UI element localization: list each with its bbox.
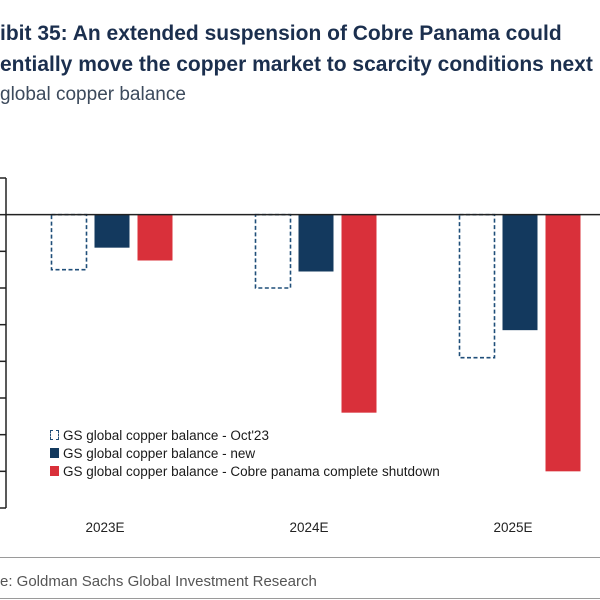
x-tick-label: 2024E xyxy=(289,520,328,535)
legend-label: GS global copper balance - new xyxy=(63,445,256,461)
bar-2024E-series-2 xyxy=(298,214,334,272)
x-tick-label: 2025E xyxy=(493,520,532,535)
legend-swatch xyxy=(50,430,59,440)
title-line-2: entially move the copper market to scarc… xyxy=(0,53,593,76)
bar-2023E-series-3 xyxy=(137,214,173,261)
source-divider-bottom xyxy=(0,598,600,599)
legend-swatch xyxy=(50,466,59,476)
bar-2025E-series-3 xyxy=(545,214,581,472)
chart-title: ibit 35: An extended suspension of Cobre… xyxy=(0,18,600,80)
bar-2025E-series-2 xyxy=(502,214,538,331)
title-line-1: ibit 35: An extended suspension of Cobre… xyxy=(0,22,562,45)
source-note: e: Goldman Sachs Global Investment Resea… xyxy=(0,573,317,590)
bar-2023E-series-1 xyxy=(50,213,88,271)
bar-2023E-series-2 xyxy=(94,214,130,248)
source-divider-top xyxy=(0,557,600,558)
legend: GS global copper balance - Oct'23 GS glob… xyxy=(50,426,440,480)
bar-2024E-series-1 xyxy=(254,213,292,289)
legend-item: GS global copper balance - Oct'23 xyxy=(50,426,440,444)
legend-swatch xyxy=(50,448,59,458)
x-tick-label: 2023E xyxy=(85,520,124,535)
bar-2025E-series-1 xyxy=(458,213,496,359)
chart-subtitle: global copper balance xyxy=(0,84,186,105)
legend-label: GS global copper balance - Oct'23 xyxy=(63,427,269,443)
bar-2024E-series-3 xyxy=(341,214,377,413)
legend-item: GS global copper balance - Cobre panama … xyxy=(50,462,440,480)
legend-item: GS global copper balance - new xyxy=(50,444,440,462)
legend-label: GS global copper balance - Cobre panama … xyxy=(63,463,440,479)
